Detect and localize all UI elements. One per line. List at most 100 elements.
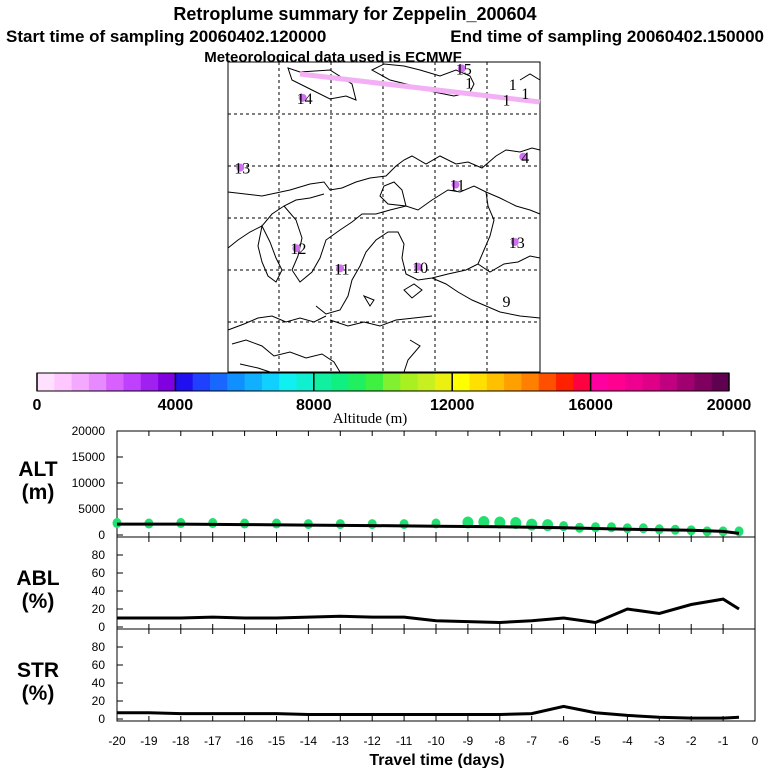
y-tick-label: 10000 xyxy=(72,476,106,490)
x-tick-label: -7 xyxy=(526,734,537,748)
colorbar-swatch xyxy=(106,373,124,391)
x-tick-label: -13 xyxy=(332,734,350,748)
altitude-mean-line xyxy=(117,522,740,535)
plume-position-dot xyxy=(510,238,519,246)
colorbar-swatch xyxy=(54,373,73,391)
panel-frame xyxy=(116,628,756,722)
colorbar-swatch xyxy=(400,373,419,391)
x-tick-label: -17 xyxy=(204,734,222,748)
plume-position-dot xyxy=(519,152,528,161)
panel-alt: 0 5000 10000 15000 20000 ALT(m) xyxy=(18,424,756,542)
y-tick-label: 40 xyxy=(92,676,106,690)
colorbar-swatch xyxy=(607,373,626,391)
panel-label: (%) xyxy=(22,682,55,705)
colorbar-swatch xyxy=(348,373,367,391)
colorbar-tick-label: 12000 xyxy=(430,397,475,414)
panel-frame xyxy=(116,536,756,630)
colorbar-swatch xyxy=(210,373,228,391)
colorbar-swatch xyxy=(244,373,263,391)
colorbar-swatch xyxy=(538,373,557,391)
altitude-point xyxy=(526,518,538,531)
colorbar-swatch xyxy=(279,373,297,391)
colorbar-swatch xyxy=(642,373,661,391)
plume-day-label: 1 xyxy=(509,77,517,94)
colorbar-swatch xyxy=(383,373,401,391)
x-axis-title: Travel time (days) xyxy=(369,752,504,768)
colorbar-swatch xyxy=(365,373,384,391)
plume-day-label: 9 xyxy=(503,294,511,311)
colorbar-swatch xyxy=(88,373,107,391)
colorbar-swatch xyxy=(261,373,280,391)
plume-position-dot xyxy=(457,64,466,73)
x-tick-label: -10 xyxy=(427,734,445,748)
colorbar-tick-label: 4000 xyxy=(158,397,194,414)
y-tick-label: 20 xyxy=(92,694,106,708)
plume-day-label: 1 xyxy=(521,86,529,103)
panel-label: ABL xyxy=(16,567,59,590)
colorbar-swatch xyxy=(417,373,436,391)
x-tick-label: -5 xyxy=(590,734,601,748)
colorbar-swatch xyxy=(175,373,194,391)
colorbar-swatch xyxy=(659,373,678,391)
y-tick-label: 0 xyxy=(98,620,105,634)
plume-day-label: 1 xyxy=(465,75,473,92)
panel-label: (m) xyxy=(22,481,55,504)
colorbar-swatch xyxy=(469,373,488,391)
figure-title: Retroplume summary for Zeppelin_200604 xyxy=(173,4,536,24)
colorbar-tick-label: 0 xyxy=(33,397,42,414)
colorbar-swatch xyxy=(590,373,609,391)
x-tick-label: -14 xyxy=(300,734,318,748)
x-tick-label: -16 xyxy=(236,734,254,748)
y-tick-label: 20 xyxy=(92,602,106,616)
colorbar-swatch xyxy=(452,373,470,391)
series-line xyxy=(117,597,740,625)
colorbar-swatch xyxy=(486,373,505,391)
end-time-label: End time of sampling 20060402.150000 xyxy=(450,27,764,46)
plume-trajectory-band xyxy=(299,71,541,105)
colorbar-swatch xyxy=(504,373,522,391)
x-tick-label: -3 xyxy=(654,734,665,748)
series-line xyxy=(117,704,740,720)
altitude-point xyxy=(399,519,409,530)
plume-day-label: 10 xyxy=(412,260,428,277)
y-tick-label: 60 xyxy=(92,566,106,580)
colorbar-tick-label: 8000 xyxy=(296,397,332,414)
colorbar-swatch xyxy=(331,373,349,391)
plume-position-dot xyxy=(336,264,345,273)
plume-day-label: 13 xyxy=(509,235,525,252)
x-tick-label: -11 xyxy=(396,734,413,748)
panel-label: ALT xyxy=(18,458,57,481)
colorbar-swatch xyxy=(71,373,90,391)
y-tick-label: 5000 xyxy=(78,502,105,516)
colorbar-swatch xyxy=(711,373,730,391)
colorbar-swatch xyxy=(677,373,695,391)
colorbar-swatch xyxy=(556,373,574,391)
y-tick-label: 0 xyxy=(98,712,105,726)
plume-day-label: 15 xyxy=(456,61,472,78)
colorbar-swatch xyxy=(227,373,246,391)
x-tick-label: -20 xyxy=(108,734,126,748)
y-tick-label: 0 xyxy=(98,528,105,542)
plume-day-label: 11 xyxy=(334,261,349,278)
plume-day-label: 4 xyxy=(521,150,529,167)
colorbar-axis-label: Altitude (m) xyxy=(333,411,408,427)
panel-abl: 0 20 40 60 80 ABL(%) xyxy=(16,536,756,634)
colorbar-swatch xyxy=(123,373,142,391)
x-tick-label: -2 xyxy=(686,734,697,748)
plume-position-dot xyxy=(451,180,460,189)
plume-position-dot xyxy=(414,262,423,271)
x-tick-label: -1 xyxy=(718,734,729,748)
altitude-point xyxy=(734,526,744,537)
colorbar-swatch xyxy=(694,373,713,391)
altitude-point xyxy=(542,519,554,532)
y-tick-label: 40 xyxy=(92,584,106,598)
plume-day-label: 11 xyxy=(450,178,465,195)
x-tick-label: 0 xyxy=(752,734,759,748)
y-tick-label: 80 xyxy=(92,640,106,654)
x-tick-label: -6 xyxy=(558,734,569,748)
y-tick-label: 20000 xyxy=(72,424,106,438)
x-tick-label: -8 xyxy=(494,734,505,748)
panel-str: 0 20 40 60 80 STR(%) xyxy=(17,628,756,726)
